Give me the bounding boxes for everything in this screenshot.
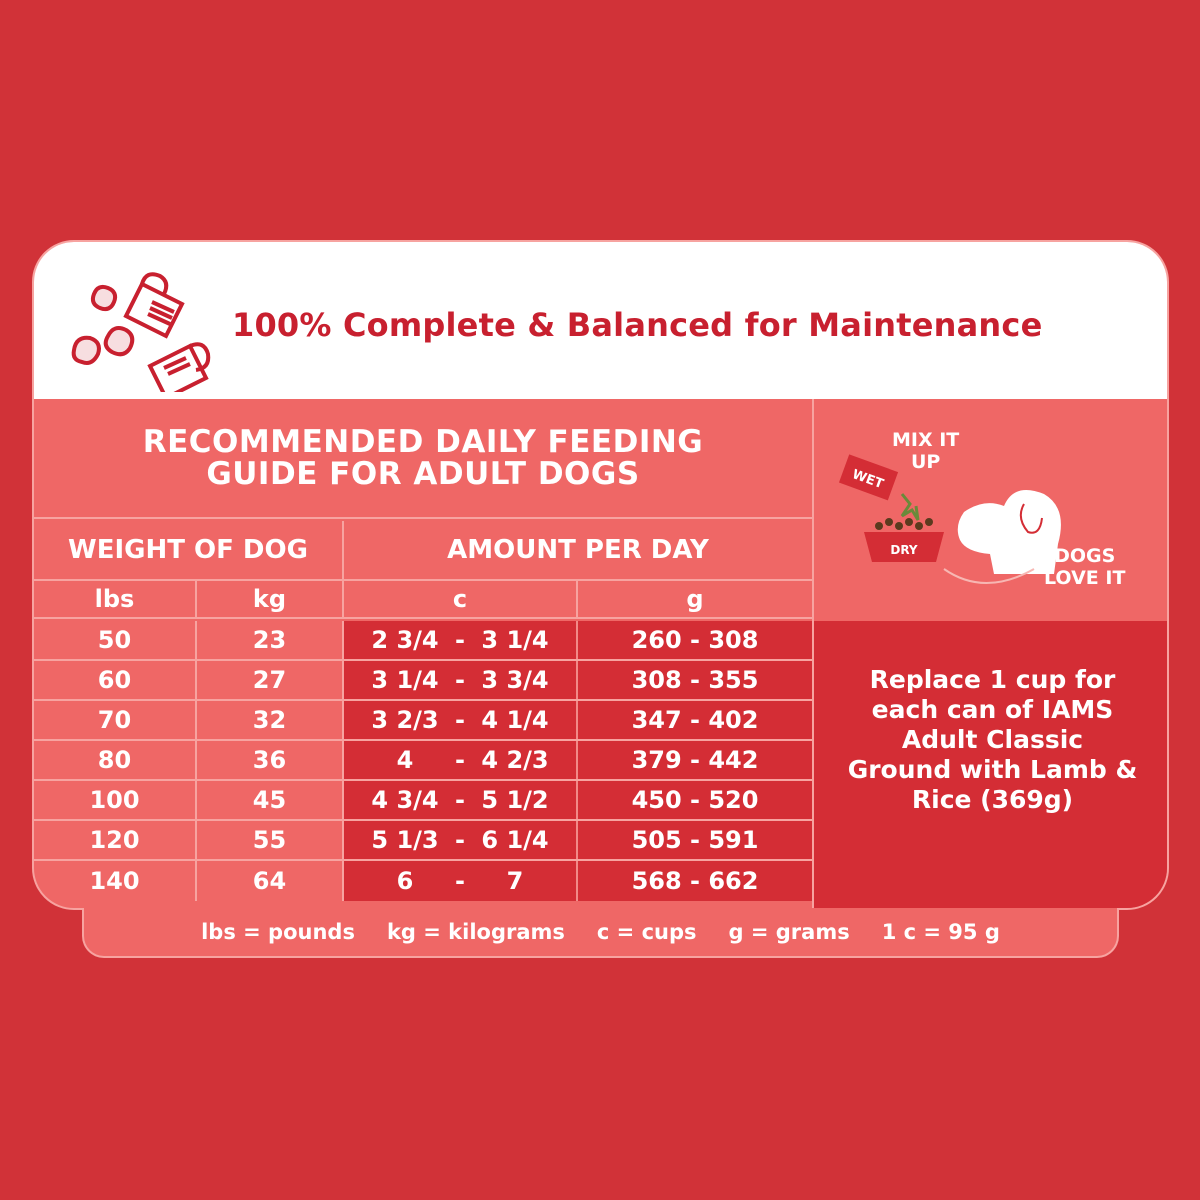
grams-column-header: g: [578, 581, 812, 619]
cups-sep: -: [455, 867, 465, 895]
mix-line2: UP: [910, 451, 941, 473]
cups-max: 4 1/4: [481, 706, 549, 734]
cups-max: 4 2/3: [481, 746, 549, 774]
cups-max: 6 1/4: [481, 826, 549, 854]
cups-sep: -: [455, 626, 465, 654]
table-row: 140 64 6 - 7 568 - 662: [34, 861, 812, 901]
mix-line1: MIX IT: [892, 429, 960, 451]
cups-cell: 3 2/3-4 1/4: [344, 701, 578, 739]
replace-note: Replace 1 cup for each can of IAMS Adult…: [847, 665, 1138, 814]
cups-min: 4: [396, 746, 414, 774]
kibble-and-measuring-cups-icon: [71, 272, 211, 392]
love-line2: LOVE IT: [1044, 567, 1126, 589]
kg-cell: 23: [197, 621, 344, 659]
lbs-column-header: lbs: [34, 581, 197, 619]
mix-it-up-illustration: WET DRY MIX IT UP DOGS L: [814, 399, 1167, 621]
guide-title-line1: RECOMMENDED DAILY FEEDING: [142, 424, 704, 460]
lbs-cell: 100: [34, 781, 197, 819]
legend-item: kg = kilograms: [386, 920, 565, 944]
amount-per-day-header: AMOUNT PER DAY: [344, 521, 812, 581]
cups-max: 7: [506, 867, 524, 895]
table-body: 50 23 2 3/4-3 1/4 260 - 308 60 27 3 1/4-…: [34, 621, 812, 901]
header-banner: 100% Complete & Balanced for Maintenance: [34, 242, 1167, 399]
cups-min: 3 2/3: [371, 706, 439, 734]
replace-note-panel: Replace 1 cup for each can of IAMS Adult…: [814, 621, 1167, 908]
kg-cell: 55: [197, 821, 344, 859]
feeding-table: RECOMMENDED DAILY FEEDING GUIDE FOR ADUL…: [34, 399, 812, 908]
cups-min: 4 3/4: [371, 786, 439, 814]
cups-max: 3 3/4: [481, 666, 549, 694]
mix-it-up-label: MIX IT UP: [892, 429, 959, 473]
weight-of-dog-header: WEIGHT OF DOG: [34, 521, 344, 581]
cups-sep: -: [455, 666, 465, 694]
guide-title-line2: GUIDE FOR ADULT DOGS: [206, 456, 640, 492]
cups-column-header: c: [344, 581, 578, 619]
kg-cell: 45: [197, 781, 344, 819]
svg-text:DRY: DRY: [890, 543, 918, 557]
cups-sep: -: [455, 786, 465, 814]
cups-max: 5 1/2: [481, 786, 549, 814]
cups-cell: 4 -4 2/3: [344, 741, 578, 779]
units-legend: lbs = pounds kg = kilograms c = cups g =…: [82, 908, 1119, 958]
legend-item: lbs = pounds: [201, 920, 355, 944]
table-row: 80 36 4 -4 2/3 379 - 442: [34, 741, 812, 781]
cups-sep: -: [455, 746, 465, 774]
grams-cell: 568 - 662: [578, 861, 812, 901]
table-row: 70 32 3 2/3-4 1/4 347 - 402: [34, 701, 812, 741]
lbs-cell: 140: [34, 861, 197, 901]
kg-cell: 36: [197, 741, 344, 779]
love-line1: DOGS: [1054, 545, 1116, 567]
guide-title: RECOMMENDED DAILY FEEDING GUIDE FOR ADUL…: [34, 399, 812, 519]
grams-cell: 379 - 442: [578, 741, 812, 779]
lbs-cell: 120: [34, 821, 197, 859]
cups-sep: -: [455, 826, 465, 854]
cups-min: 5 1/3: [371, 826, 439, 854]
lbs-cell: 50: [34, 621, 197, 659]
kg-cell: 64: [197, 861, 344, 901]
cups-cell: 4 3/4-5 1/2: [344, 781, 578, 819]
grams-cell: 347 - 402: [578, 701, 812, 739]
table-row: 120 55 5 1/3-6 1/4 505 - 591: [34, 821, 812, 861]
cups-min: 2 3/4: [371, 626, 439, 654]
legend-item: g = grams: [728, 920, 850, 944]
table-row: 100 45 4 3/4-5 1/2 450 - 520: [34, 781, 812, 821]
kg-cell: 27: [197, 661, 344, 699]
grams-cell: 308 - 355: [578, 661, 812, 699]
header-title: 100% Complete & Balanced for Maintenance: [232, 306, 1043, 344]
table-row: 50 23 2 3/4-3 1/4 260 - 308: [34, 621, 812, 661]
grams-cell: 505 - 591: [578, 821, 812, 859]
side-panel: WET DRY MIX IT UP DOGS L: [812, 399, 1167, 908]
legend-item: 1 c = 95 g: [881, 920, 1000, 944]
cups-cell: 2 3/4-3 1/4: [344, 621, 578, 659]
lbs-cell: 80: [34, 741, 197, 779]
lbs-cell: 70: [34, 701, 197, 739]
cups-min: 6: [396, 867, 414, 895]
legend-item: c = cups: [596, 920, 697, 944]
cups-min: 3 1/4: [371, 666, 439, 694]
cups-max: 3 1/4: [481, 626, 549, 654]
kg-column-header: kg: [197, 581, 344, 619]
grams-cell: 450 - 520: [578, 781, 812, 819]
lbs-cell: 60: [34, 661, 197, 699]
cups-cell: 6 - 7: [344, 861, 578, 901]
kg-cell: 32: [197, 701, 344, 739]
cups-sep: -: [455, 706, 465, 734]
table-row: 60 27 3 1/4-3 3/4 308 - 355: [34, 661, 812, 701]
cups-cell: 3 1/4-3 3/4: [344, 661, 578, 699]
grams-cell: 260 - 308: [578, 621, 812, 659]
feeding-guide-card: 100% Complete & Balanced for Maintenance…: [32, 240, 1169, 910]
dogs-love-it-label: DOGS LOVE IT: [1044, 545, 1125, 589]
cups-cell: 5 1/3-6 1/4: [344, 821, 578, 859]
dog-and-bowl-icon: WET DRY: [838, 454, 1061, 584]
